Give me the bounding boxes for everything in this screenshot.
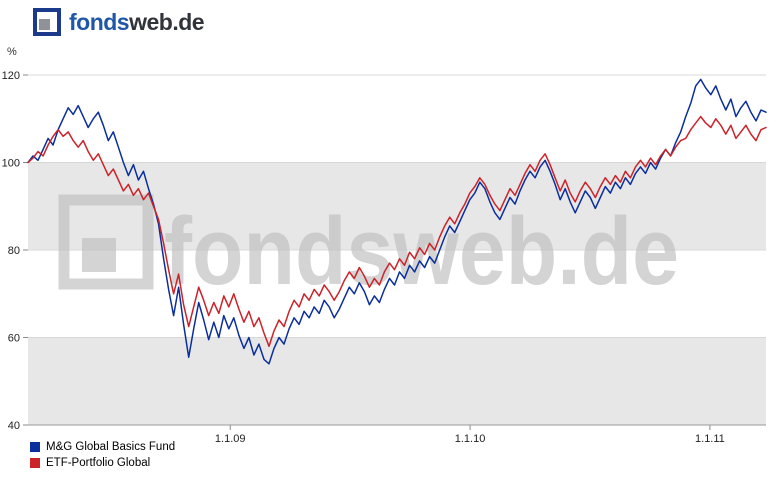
- legend-item-etf-portfolio-global: ETF-Portfolio Global: [30, 455, 175, 471]
- fondsweb-logo-inner-square: [39, 19, 50, 30]
- legend-swatch-blue: [30, 442, 40, 452]
- fondsweb-logo-text: fondsweb.de: [69, 8, 205, 36]
- y-tick-label: 40: [8, 420, 20, 432]
- x-tick-label: 1.1.09: [215, 433, 246, 445]
- legend-label-etf-portfolio-global: ETF-Portfolio Global: [46, 457, 151, 469]
- chart-legend: M&G Global Basics Fund ETF-Portfolio Glo…: [30, 439, 175, 471]
- y-axis-unit-label: %: [7, 46, 17, 58]
- watermark-logo-icon: [58, 194, 154, 290]
- watermark-logo-inner-square: [82, 238, 116, 272]
- y-tick-label: 80: [8, 245, 20, 257]
- fondsweb-logo-icon: [33, 8, 61, 36]
- logo-text-webde: web.de: [129, 9, 205, 35]
- x-tick-label: 1.1.10: [455, 433, 486, 445]
- logo-text-fonds: fonds: [69, 9, 130, 35]
- watermark: fondsweb.de: [58, 194, 679, 305]
- legend-label-mg-global-basics-fund: M&G Global Basics Fund: [46, 441, 176, 453]
- fondsweb-logo: fondsweb.de: [33, 8, 205, 36]
- legend-swatch-red: [30, 458, 40, 468]
- chart-band: [28, 337, 766, 425]
- y-tick-label: 60: [8, 333, 20, 345]
- y-tick-label: 120: [2, 70, 20, 82]
- chart-line-mg-fund: [27, 78, 767, 365]
- chart-line-etf-portfolio: [27, 115, 767, 348]
- legend-item-mg-global-basics-fund: M&G Global Basics Fund: [30, 439, 175, 455]
- y-tick-label: 100: [2, 158, 20, 170]
- x-tick-label: 1.1.11: [695, 433, 725, 445]
